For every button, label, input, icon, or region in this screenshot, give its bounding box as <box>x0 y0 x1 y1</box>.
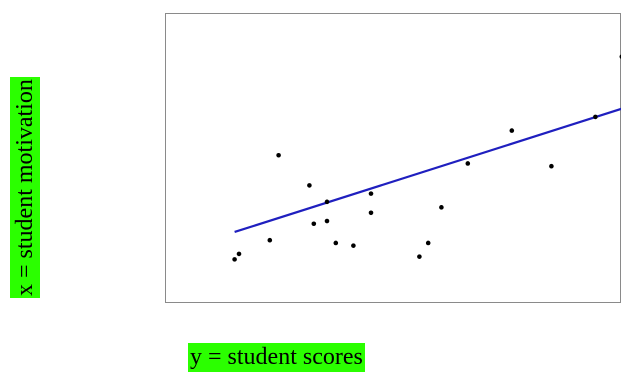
data-point-1 <box>232 257 237 262</box>
data-point-5 <box>307 183 312 188</box>
data-point-15 <box>439 205 444 210</box>
data-point-4 <box>276 152 281 158</box>
data-point-17 <box>509 128 515 133</box>
data-point-11 <box>368 191 374 196</box>
x-axis-label: y = student scores <box>188 343 365 372</box>
scatter-plot <box>165 13 621 303</box>
data-point-16 <box>465 161 471 166</box>
plot-frame <box>165 13 621 303</box>
data-point-10 <box>351 243 356 248</box>
y-axis-label: x = student motivation <box>10 77 40 298</box>
data-point-3 <box>267 237 273 243</box>
data-point-13 <box>417 254 422 259</box>
data-point-6 <box>311 221 317 227</box>
data-point-9 <box>333 240 339 246</box>
data-point-2 <box>236 251 242 257</box>
data-point-14 <box>425 240 431 246</box>
data-point-7 <box>324 199 330 205</box>
data-point-18 <box>549 163 554 169</box>
data-point-8 <box>324 218 330 224</box>
chart-marks <box>232 54 621 262</box>
data-point-12 <box>368 210 374 216</box>
data-point-19 <box>593 114 598 120</box>
regression-line <box>234 107 621 234</box>
